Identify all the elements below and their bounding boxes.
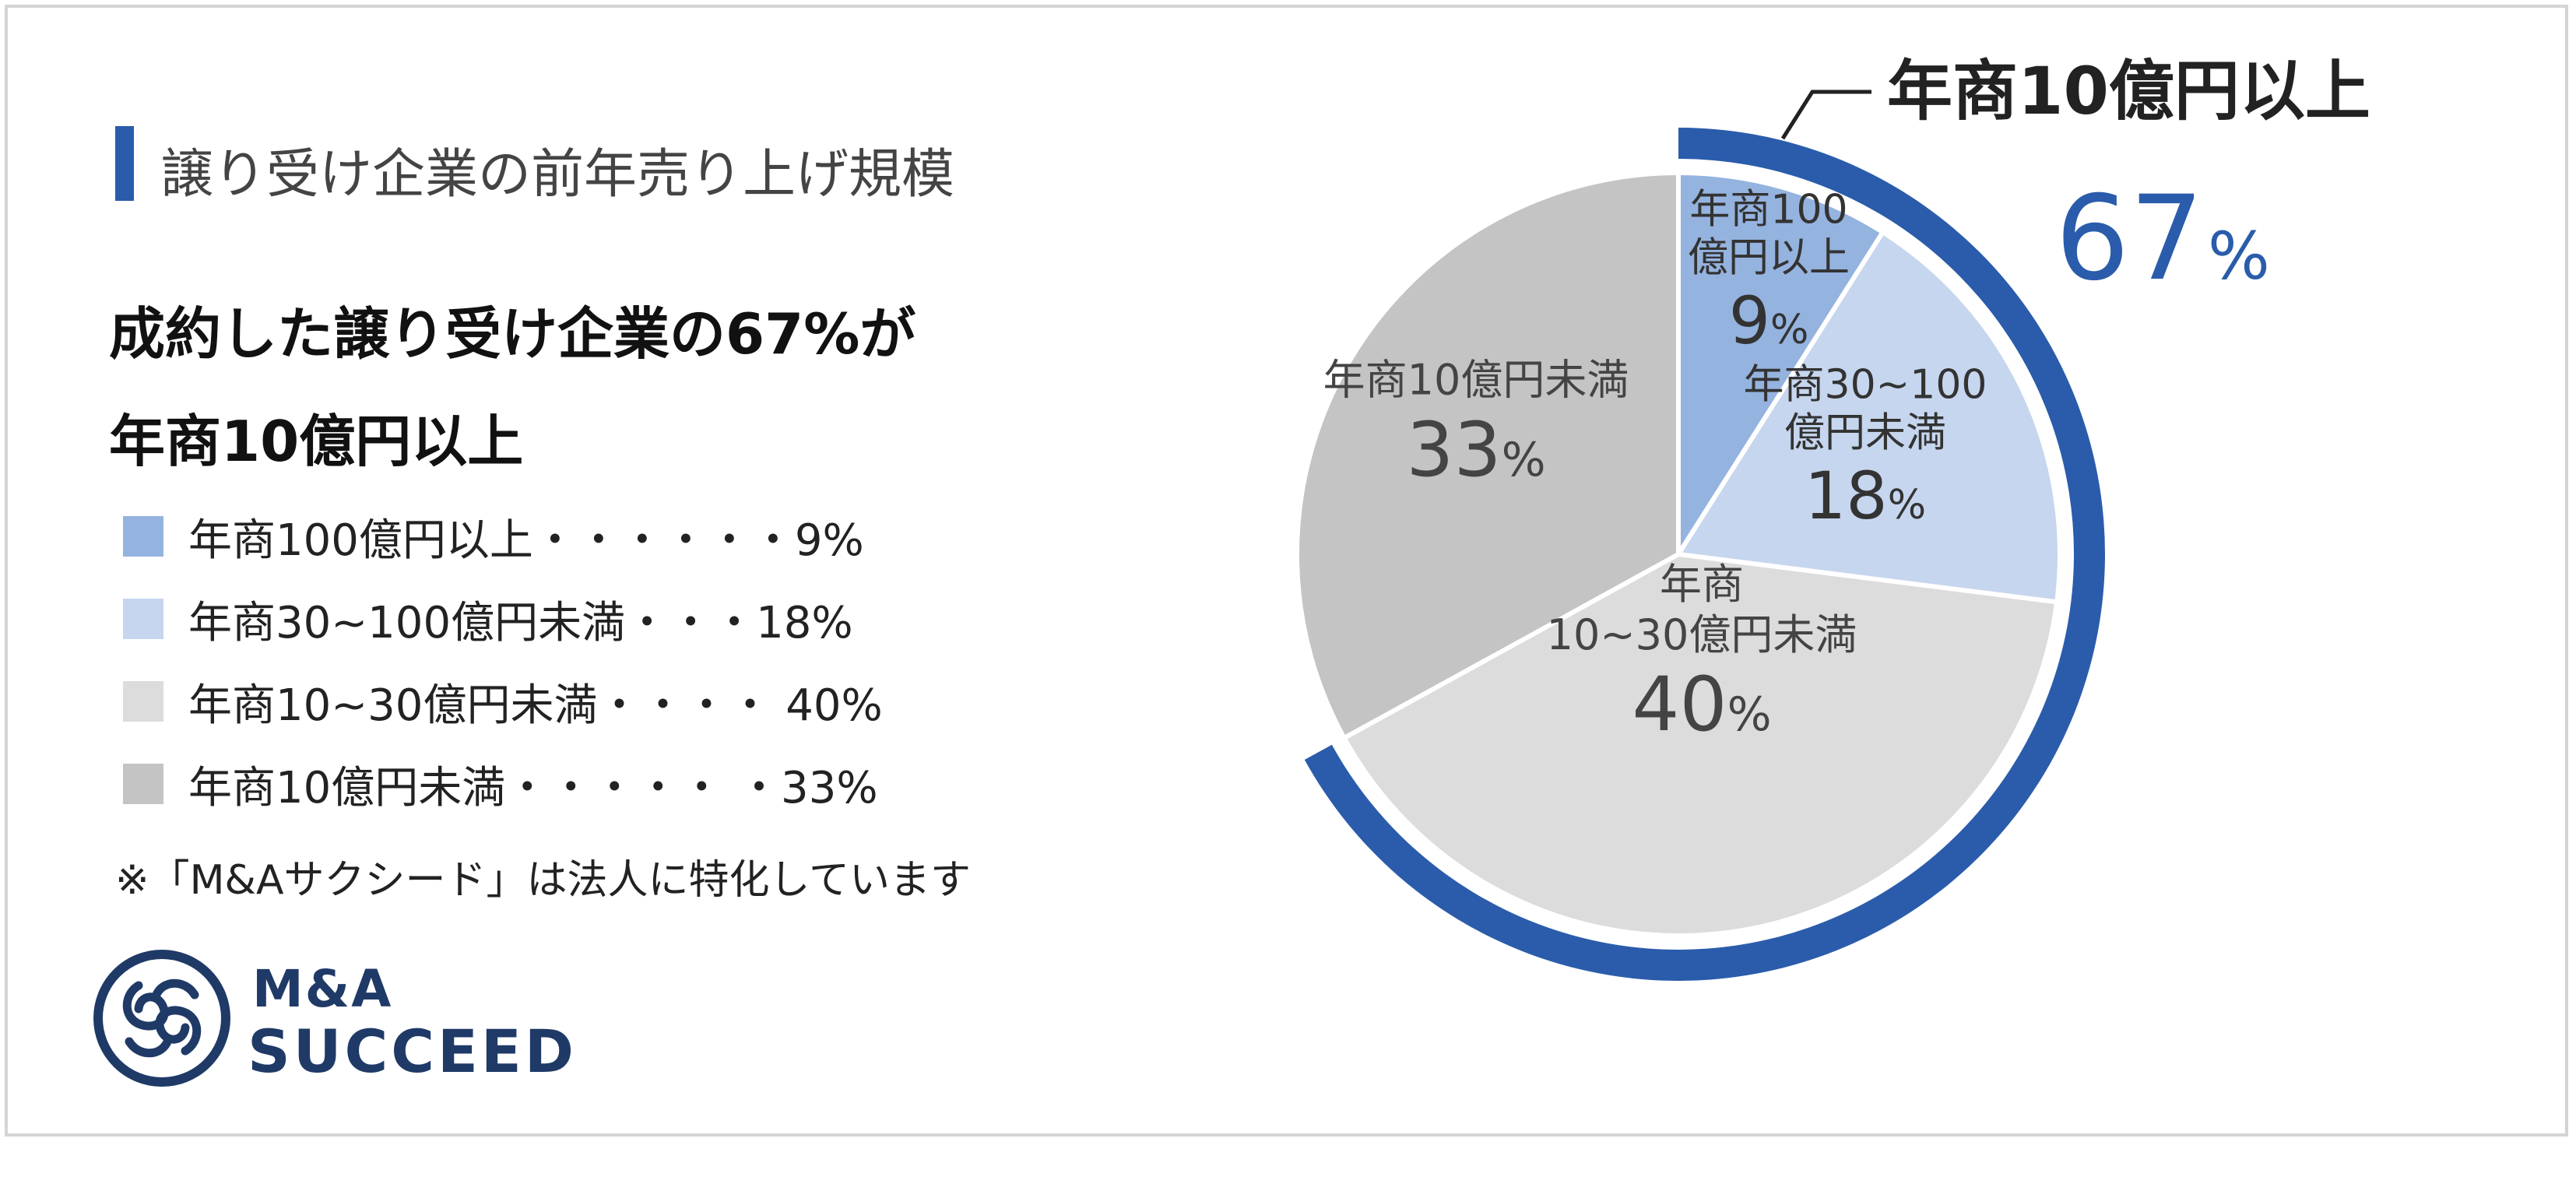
legend-item: 年商100億円以上・・・・・・9%: [123, 495, 883, 578]
logo-text-bottom: SUCCEED: [248, 1017, 577, 1086]
logo-text-top: M&A: [252, 959, 393, 1019]
slice-labels: 年商100億円以上9%年商30~100億円未満18%年商10~30億円未満40%…: [1323, 186, 1987, 748]
slice-value-number: 9: [1729, 283, 1770, 359]
legend-item: 年商30~100億円未満・・・18%: [123, 578, 883, 660]
callout-label: 年商10億円以上: [1887, 53, 2370, 129]
slice-label: 年商: [1660, 560, 1744, 609]
accent-bar: [115, 126, 134, 201]
legend-swatch: [123, 764, 163, 804]
slice-label: 年商30~100: [1744, 361, 1987, 408]
headline-line-2: 年商10億円以上: [109, 409, 524, 474]
pie-slice: [1674, 229, 2062, 605]
footnote: ※「M&Aサクシード」は法人に特化しています: [115, 857, 971, 904]
section-title: 譲り受け企業の前年売り上げ規模: [160, 144, 955, 206]
slice-value: 9%: [1729, 283, 1809, 359]
slice-value: 18%: [1805, 458, 1926, 534]
slice-value: 33%: [1406, 406, 1545, 494]
slice-label: 億円未満: [1784, 410, 1946, 457]
slice-value-unit: %: [1770, 307, 1808, 353]
headline-line-1: 成約した譲り受け企業の67%が: [109, 301, 916, 367]
slice-value-unit: %: [1502, 433, 1546, 487]
legend-label: 年商10~30億円未満・・・・ 40%: [188, 680, 883, 731]
headline: 成約した譲り受け企業の67%が 年商10億円以上: [109, 280, 915, 495]
callout-value: 67 %: [2055, 171, 2270, 307]
legend-label: 年商30~100億円未満・・・18%: [188, 597, 853, 648]
legend-swatch: [123, 681, 163, 722]
card-frame: [5, 5, 2568, 1137]
legend-swatch: [123, 516, 163, 557]
pie-slice: [1295, 170, 1681, 742]
slice-value: 40%: [1632, 661, 1771, 748]
slice-value-number: 18: [1805, 458, 1888, 534]
slice-label: 年商10億円未満: [1323, 356, 1629, 405]
callout-value-unit: %: [2208, 218, 2270, 294]
slice-label: 年商100: [1689, 186, 1847, 233]
legend-item: 年商10~30億円未満・・・・ 40%: [123, 660, 883, 743]
pie-slice: [1676, 170, 1886, 563]
slice-value-unit: %: [1888, 482, 1926, 529]
pie-slices: [1295, 170, 2062, 938]
legend-label: 年商10億円未満・・・・・ ・33%: [188, 762, 878, 813]
pie-slice: [1341, 551, 2060, 938]
callout-value-number: 67: [2055, 171, 2204, 307]
legend-item: 年商10億円未満・・・・・ ・33%: [123, 743, 883, 825]
logo-knot-icon: [93, 950, 230, 1087]
legend-swatch: [123, 599, 163, 639]
callout-line: [1780, 90, 1871, 140]
legend-label: 年商100億円以上・・・・・・9%: [188, 515, 864, 566]
legend: 年商100億円以上・・・・・・9% 年商30~100億円未満・・・18% 年商1…: [123, 495, 883, 825]
slice-value-number: 40: [1632, 661, 1727, 748]
slice-label: 10~30億円未満: [1547, 610, 1857, 659]
slice-label: 億円以上: [1688, 235, 1850, 282]
slice-value-unit: %: [1727, 687, 1772, 742]
company-logo: M&A SUCCEED: [92, 948, 590, 1096]
slice-value-number: 33: [1406, 406, 1501, 494]
